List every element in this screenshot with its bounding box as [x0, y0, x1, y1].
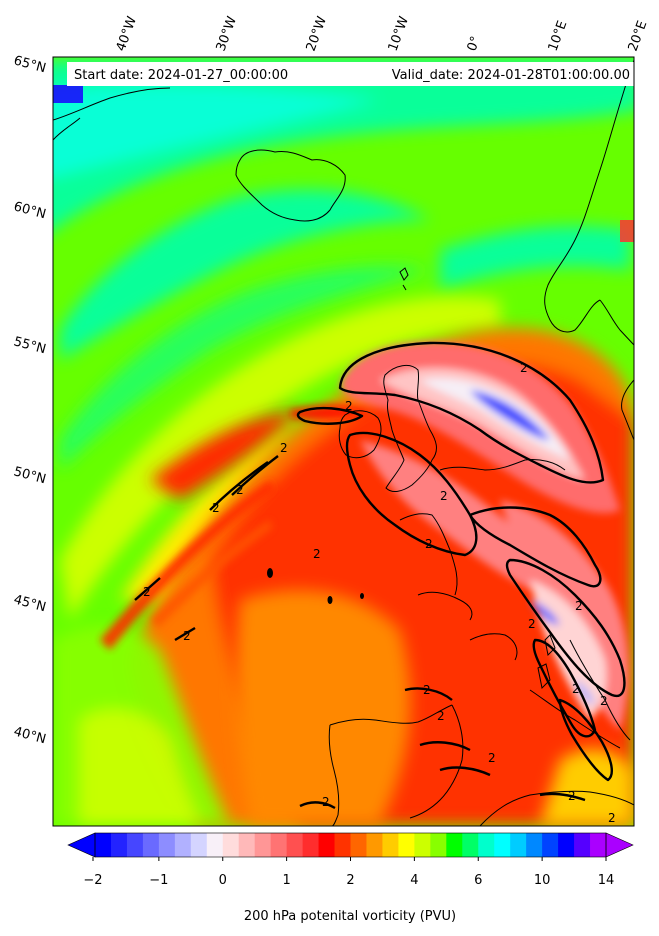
colorbar-cell: [95, 833, 112, 857]
start-date-text: Start date: 2024-01-27_00:00:00: [74, 68, 288, 83]
contour-label: 2: [425, 537, 433, 551]
colorbar-cell: [542, 833, 559, 857]
map-frame: [52, 56, 635, 827]
contour-label: 2: [520, 361, 528, 375]
contour-label: 2: [322, 795, 330, 809]
colorbar-cell: [478, 833, 495, 857]
coastlines: [53, 59, 634, 826]
longitude-labels: 40°W 30°W 20°W 10°W 0° 10°E 20°E: [114, 14, 651, 53]
colorbar-cell: [350, 833, 367, 857]
contour-label: 2: [183, 629, 191, 643]
colorbar-tick-label: −2: [83, 873, 102, 888]
colorbar-cell: [430, 833, 447, 857]
colorbar-cell: [494, 833, 511, 857]
lat-label-55n: 55°N: [12, 334, 48, 357]
contour-label: 2: [143, 585, 151, 599]
contour-label: 2: [280, 441, 288, 455]
latitude-labels: 65°N 60°N 55°N 50°N 45°N 40°N: [12, 53, 48, 747]
contour-label: 2: [440, 489, 448, 503]
colorbar: −2 −1 0 1 2 4 6 10 14 200 hPa potenital vorticit…: [67, 832, 634, 924]
colorbar-extend-right: [605, 832, 634, 858]
lat-label-50n: 50°N: [12, 464, 48, 487]
contour-label: 2: [236, 483, 244, 497]
colorbar-cell: [510, 833, 527, 857]
colorbar-cell: [190, 833, 208, 857]
colorbar-cell: [334, 833, 351, 857]
colorbar-tick-label: 6: [474, 873, 482, 888]
contour-label: 2: [423, 683, 431, 697]
colorbar-cell: [142, 833, 160, 857]
lat-label-45n: 45°N: [12, 592, 48, 615]
valid-date-text: Valid_date: 2024-01-28T01:00:00.00: [392, 68, 630, 83]
colorbar-tick-label: 10: [534, 873, 551, 888]
contour-label: 2: [212, 501, 220, 515]
colorbar-cells: [95, 833, 607, 857]
colorbar-cell: [302, 833, 320, 857]
colorbar-ticks: −2 −1 0 1 2 4 6 10 14: [83, 857, 614, 888]
contour-label: 2: [313, 547, 321, 561]
colorbar-cell: [446, 833, 463, 857]
colorbar-cell: [174, 833, 192, 857]
contour-label: 2: [608, 811, 616, 825]
colorbar-cell: [558, 833, 575, 857]
colorbar-cell: [158, 833, 176, 857]
colorbar-tick-label: −1: [149, 873, 168, 888]
colorbar-cell: [462, 833, 479, 857]
colorbar-cell: [286, 833, 304, 857]
pv-isolated-features: [267, 568, 364, 604]
colorbar-cell: [222, 833, 240, 857]
lat-label-60n: 60°N: [12, 199, 48, 222]
contour-label: 2: [345, 399, 353, 413]
colorbar-cell: [238, 833, 256, 857]
contour-label: 2: [437, 709, 445, 723]
colorbar-label: 200 hPa potenital vorticity (PVU): [244, 909, 456, 924]
colorbar-tick-label: 4: [410, 873, 418, 888]
contour-label: 2: [575, 599, 583, 613]
pv-2-contours: [134, 341, 626, 810]
lon-label-0: 0°: [465, 34, 484, 53]
contour-label: 2: [600, 694, 608, 708]
lat-label-40n: 40°N: [12, 724, 48, 747]
lat-label-65n: 65°N: [12, 53, 48, 76]
colorbar-tick-label: 1: [282, 873, 290, 888]
colorbar-cell: [318, 833, 336, 857]
colorbar-extend-left: [67, 832, 96, 858]
colorbar-cell: [270, 833, 288, 857]
colorbar-cell: [574, 833, 591, 857]
colorbar-cell: [414, 833, 431, 857]
date-header: Start date: 2024-01-27_00:00:00 Valid_da…: [67, 62, 634, 86]
contour-label: 2: [572, 682, 580, 696]
colorbar-tick-label: 0: [219, 873, 227, 888]
lon-label-30w: 30°W: [214, 14, 240, 53]
lon-label-10e: 10°E: [546, 19, 571, 54]
colorbar-cell: [254, 833, 272, 857]
colorbar-cell: [126, 833, 144, 857]
colorbar-cell: [398, 833, 415, 857]
colorbar-cell: [526, 833, 543, 857]
contour-label: 2: [528, 617, 536, 631]
colorbar-cell: [590, 833, 607, 857]
colorbar-tick-label: 14: [598, 873, 615, 888]
contour-label: 2: [568, 789, 576, 803]
contour-label: 2: [488, 751, 496, 765]
colorbar-cell: [382, 833, 399, 857]
lon-label-20w: 20°W: [304, 14, 330, 53]
lon-label-10w: 10°W: [386, 14, 412, 53]
colorbar-cell: [110, 833, 128, 857]
lon-label-40w: 40°W: [114, 14, 140, 53]
lon-label-20e: 20°E: [626, 19, 651, 54]
colorbar-tick-label: 2: [346, 873, 354, 888]
colorbar-cell: [206, 833, 224, 857]
colorbar-cell: [366, 833, 383, 857]
